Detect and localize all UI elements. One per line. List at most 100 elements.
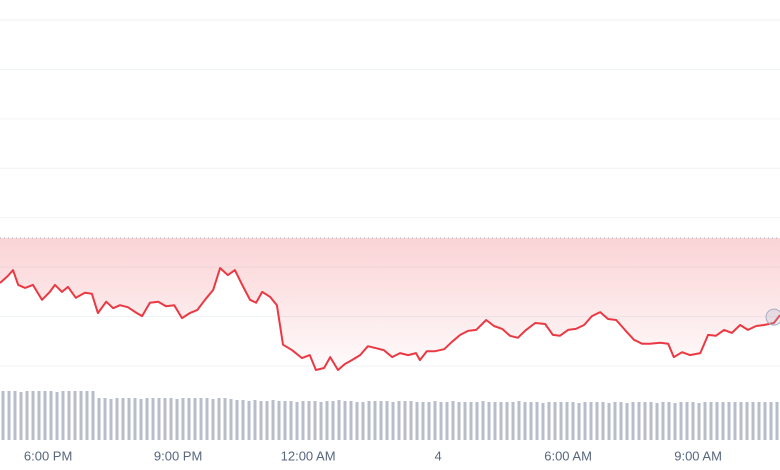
volume-bar xyxy=(259,401,263,440)
volume-bar xyxy=(421,402,425,440)
volume-bar xyxy=(535,402,539,440)
volume-bar xyxy=(361,402,365,440)
volume-bar xyxy=(457,402,461,440)
volume-bar xyxy=(133,398,137,440)
volume-bar xyxy=(475,402,479,440)
volume-bar xyxy=(715,402,719,440)
volume-bar xyxy=(583,402,587,440)
volume-bar xyxy=(415,402,419,440)
volume-bar xyxy=(679,402,683,440)
volume-bar xyxy=(385,401,389,440)
volume-bar xyxy=(199,398,203,440)
volume-bar xyxy=(7,391,11,440)
volume-bar xyxy=(757,402,761,440)
volume-bar xyxy=(463,402,467,440)
volume-bar xyxy=(427,402,431,440)
volume-bar xyxy=(103,398,107,440)
volume-bar xyxy=(703,402,707,440)
area-fill xyxy=(0,237,780,370)
volume-bar xyxy=(499,402,503,440)
volume-bar xyxy=(493,402,497,440)
volume-bar xyxy=(517,401,521,440)
x-tick-label: 12:00 AM xyxy=(281,448,336,463)
volume-bar xyxy=(763,402,767,440)
volume-bar xyxy=(745,402,749,440)
volume-bar xyxy=(97,398,101,440)
volume-bar xyxy=(733,402,737,440)
volume-bar xyxy=(295,402,299,440)
volume-bar xyxy=(157,398,161,440)
volume-bar xyxy=(313,401,317,440)
volume-bar xyxy=(481,401,485,440)
price-line xyxy=(0,267,780,371)
volume-bar xyxy=(121,398,125,440)
x-tick-label: 9:00 PM xyxy=(154,448,202,463)
volume-bar xyxy=(439,402,443,440)
last-point-marker xyxy=(765,308,780,326)
volume-bar xyxy=(667,402,671,440)
volume-bar xyxy=(13,391,17,440)
volume-bar xyxy=(685,402,689,440)
volume-bar xyxy=(655,403,659,440)
volume-bar xyxy=(409,401,413,440)
volume-bar xyxy=(637,402,641,440)
volume-bar xyxy=(247,401,251,440)
x-tick-label: 9:00 AM xyxy=(674,448,722,463)
volume-bar xyxy=(619,402,623,440)
volume-bar xyxy=(511,402,515,440)
volume-bar xyxy=(751,402,755,440)
volume-bar xyxy=(469,402,473,440)
volume-bar xyxy=(769,402,773,440)
volume-bar xyxy=(163,398,167,440)
volume-bar xyxy=(85,391,89,440)
volume-bar xyxy=(73,391,77,440)
volume-bar xyxy=(271,400,275,440)
volume-bar xyxy=(661,402,665,440)
volume-bar xyxy=(505,402,509,440)
volume-bar xyxy=(187,398,191,440)
volume-bar xyxy=(331,401,335,440)
volume-bar xyxy=(115,398,119,440)
volume-bar xyxy=(325,401,329,440)
volume-bar xyxy=(307,401,311,440)
volume-bar xyxy=(289,401,293,440)
volume-bar xyxy=(55,392,59,440)
volume-bar xyxy=(595,402,599,440)
volume-bar xyxy=(649,402,653,440)
volume-bar xyxy=(349,401,353,440)
volume-bar xyxy=(19,392,23,440)
x-tick-label: 6:00 PM xyxy=(24,448,72,463)
volume-bar xyxy=(235,400,239,440)
volume-bar xyxy=(625,403,629,440)
volume-bar xyxy=(127,398,131,440)
volume-bar xyxy=(151,398,155,440)
volume-bar xyxy=(589,402,593,440)
volume-bar xyxy=(613,402,617,440)
volume-bar xyxy=(739,402,743,440)
volume-bar xyxy=(265,401,269,440)
volume-bar xyxy=(553,402,557,440)
volume-bar xyxy=(391,402,395,440)
volume-bar xyxy=(697,403,701,440)
volume-bar xyxy=(373,401,377,440)
volume-bar xyxy=(1,391,5,440)
volume-bar xyxy=(727,402,731,440)
volume-bar xyxy=(547,402,551,440)
volume-bar xyxy=(601,402,605,440)
volume-bar xyxy=(487,402,491,440)
volume-bar xyxy=(445,402,449,440)
volume-bar xyxy=(673,403,677,440)
volume-bar xyxy=(541,403,545,440)
volume-bar xyxy=(721,402,725,440)
volume-bar xyxy=(337,400,341,440)
volume-bar xyxy=(25,391,29,440)
volume-bar xyxy=(67,391,71,440)
volume-bar xyxy=(211,399,215,440)
volume-bar xyxy=(277,401,281,440)
volume-bar xyxy=(607,403,611,440)
volume-bar xyxy=(451,401,455,440)
volume-bar xyxy=(91,391,95,440)
x-tick-label: 4 xyxy=(434,448,441,463)
volume-bar xyxy=(577,403,581,440)
